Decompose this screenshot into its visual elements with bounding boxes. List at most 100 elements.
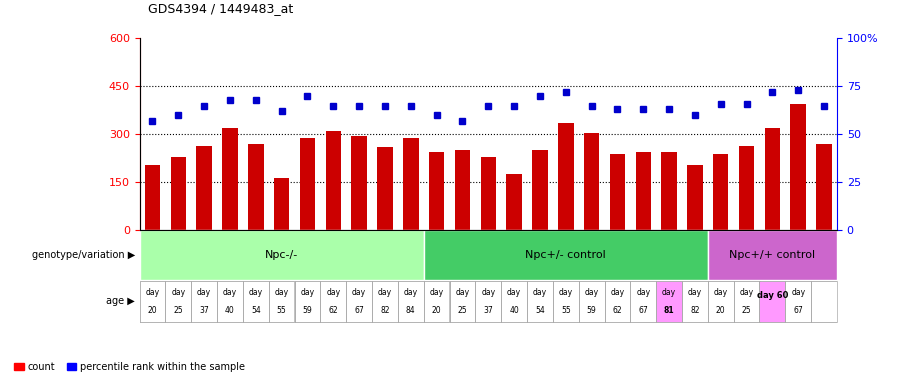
Bar [816, 144, 832, 230]
Text: day: day [274, 288, 289, 297]
Text: day: day [404, 288, 418, 297]
Text: day: day [171, 288, 185, 297]
Text: day: day [146, 288, 159, 297]
Text: day: day [429, 288, 444, 297]
Bar [217, 281, 243, 322]
Text: 59: 59 [302, 306, 312, 315]
Text: 67: 67 [355, 306, 364, 315]
Text: 25: 25 [457, 306, 467, 315]
Text: 81: 81 [664, 306, 674, 315]
Text: 67: 67 [794, 306, 803, 315]
Bar [243, 281, 269, 322]
Text: genotype/variation ▶: genotype/variation ▶ [32, 250, 135, 260]
Text: day: day [662, 288, 676, 297]
Bar [635, 152, 651, 230]
Text: day: day [223, 288, 237, 297]
Bar [734, 281, 760, 322]
Legend: count, percentile rank within the sample: count, percentile rank within the sample [14, 362, 246, 372]
Bar [553, 281, 579, 322]
Bar [790, 104, 806, 230]
Bar [377, 147, 392, 230]
Text: 20: 20 [432, 306, 441, 315]
Bar [713, 154, 728, 230]
Bar [630, 281, 656, 322]
Text: day: day [248, 288, 263, 297]
Bar [682, 281, 707, 322]
Text: 54: 54 [251, 306, 261, 315]
Text: Npc-/-: Npc-/- [265, 250, 298, 260]
Text: Npc+/+ control: Npc+/+ control [729, 250, 815, 260]
Text: 37: 37 [199, 306, 209, 315]
Bar [351, 136, 367, 230]
Bar [294, 281, 320, 322]
Text: 40: 40 [509, 306, 519, 315]
Bar [170, 157, 186, 230]
Text: day: day [610, 288, 625, 297]
Text: day: day [197, 288, 211, 297]
Bar [428, 152, 445, 230]
Text: 25: 25 [742, 306, 751, 315]
Text: 55: 55 [561, 306, 571, 315]
Text: 55: 55 [276, 306, 286, 315]
Bar [140, 230, 424, 280]
Bar [656, 281, 682, 322]
Bar [507, 174, 522, 230]
Bar [454, 151, 470, 230]
Text: day: day [326, 288, 340, 297]
Text: 62: 62 [328, 306, 338, 315]
Text: day: day [636, 288, 651, 297]
Text: 82: 82 [380, 306, 390, 315]
Bar [424, 230, 707, 280]
Bar [527, 281, 553, 322]
Text: day: day [352, 288, 366, 297]
Text: 40: 40 [225, 306, 235, 315]
Bar [403, 137, 418, 230]
Bar [765, 128, 780, 230]
Text: day: day [301, 288, 314, 297]
Bar [196, 146, 211, 230]
Bar [501, 281, 527, 322]
Bar [449, 281, 475, 322]
Text: day: day [791, 288, 806, 297]
Bar [739, 146, 754, 230]
Text: day: day [584, 288, 598, 297]
Bar [532, 151, 548, 230]
Bar [707, 281, 733, 322]
Bar [662, 152, 677, 230]
Bar [481, 157, 496, 230]
Bar [320, 281, 346, 322]
Text: day: day [688, 288, 702, 297]
Text: day: day [714, 288, 728, 297]
Bar [326, 131, 341, 230]
Bar [424, 281, 449, 322]
Bar [688, 165, 703, 230]
Bar [475, 281, 501, 322]
Text: 82: 82 [690, 306, 699, 315]
Bar [248, 144, 264, 230]
Bar [222, 128, 238, 230]
Text: GDS4394 / 1449483_at: GDS4394 / 1449483_at [148, 2, 293, 15]
Bar [579, 281, 605, 322]
Text: day: day [559, 288, 572, 297]
Bar [811, 281, 837, 322]
Text: 20: 20 [716, 306, 725, 315]
Text: day: day [507, 288, 521, 297]
Bar [609, 154, 626, 230]
Text: 37: 37 [483, 306, 493, 315]
Text: 62: 62 [613, 306, 622, 315]
Bar [707, 230, 837, 280]
Text: 54: 54 [535, 306, 544, 315]
Text: day 60: day 60 [757, 291, 788, 300]
Text: 59: 59 [587, 306, 597, 315]
Bar [372, 281, 398, 322]
Text: 20: 20 [148, 306, 157, 315]
Bar [166, 281, 191, 322]
Text: day: day [455, 288, 470, 297]
Bar [584, 133, 599, 230]
Text: age ▶: age ▶ [106, 296, 135, 306]
Text: day: day [740, 288, 753, 297]
Text: 67: 67 [638, 306, 648, 315]
Bar [398, 281, 424, 322]
Bar [558, 123, 573, 230]
Bar [274, 177, 289, 230]
